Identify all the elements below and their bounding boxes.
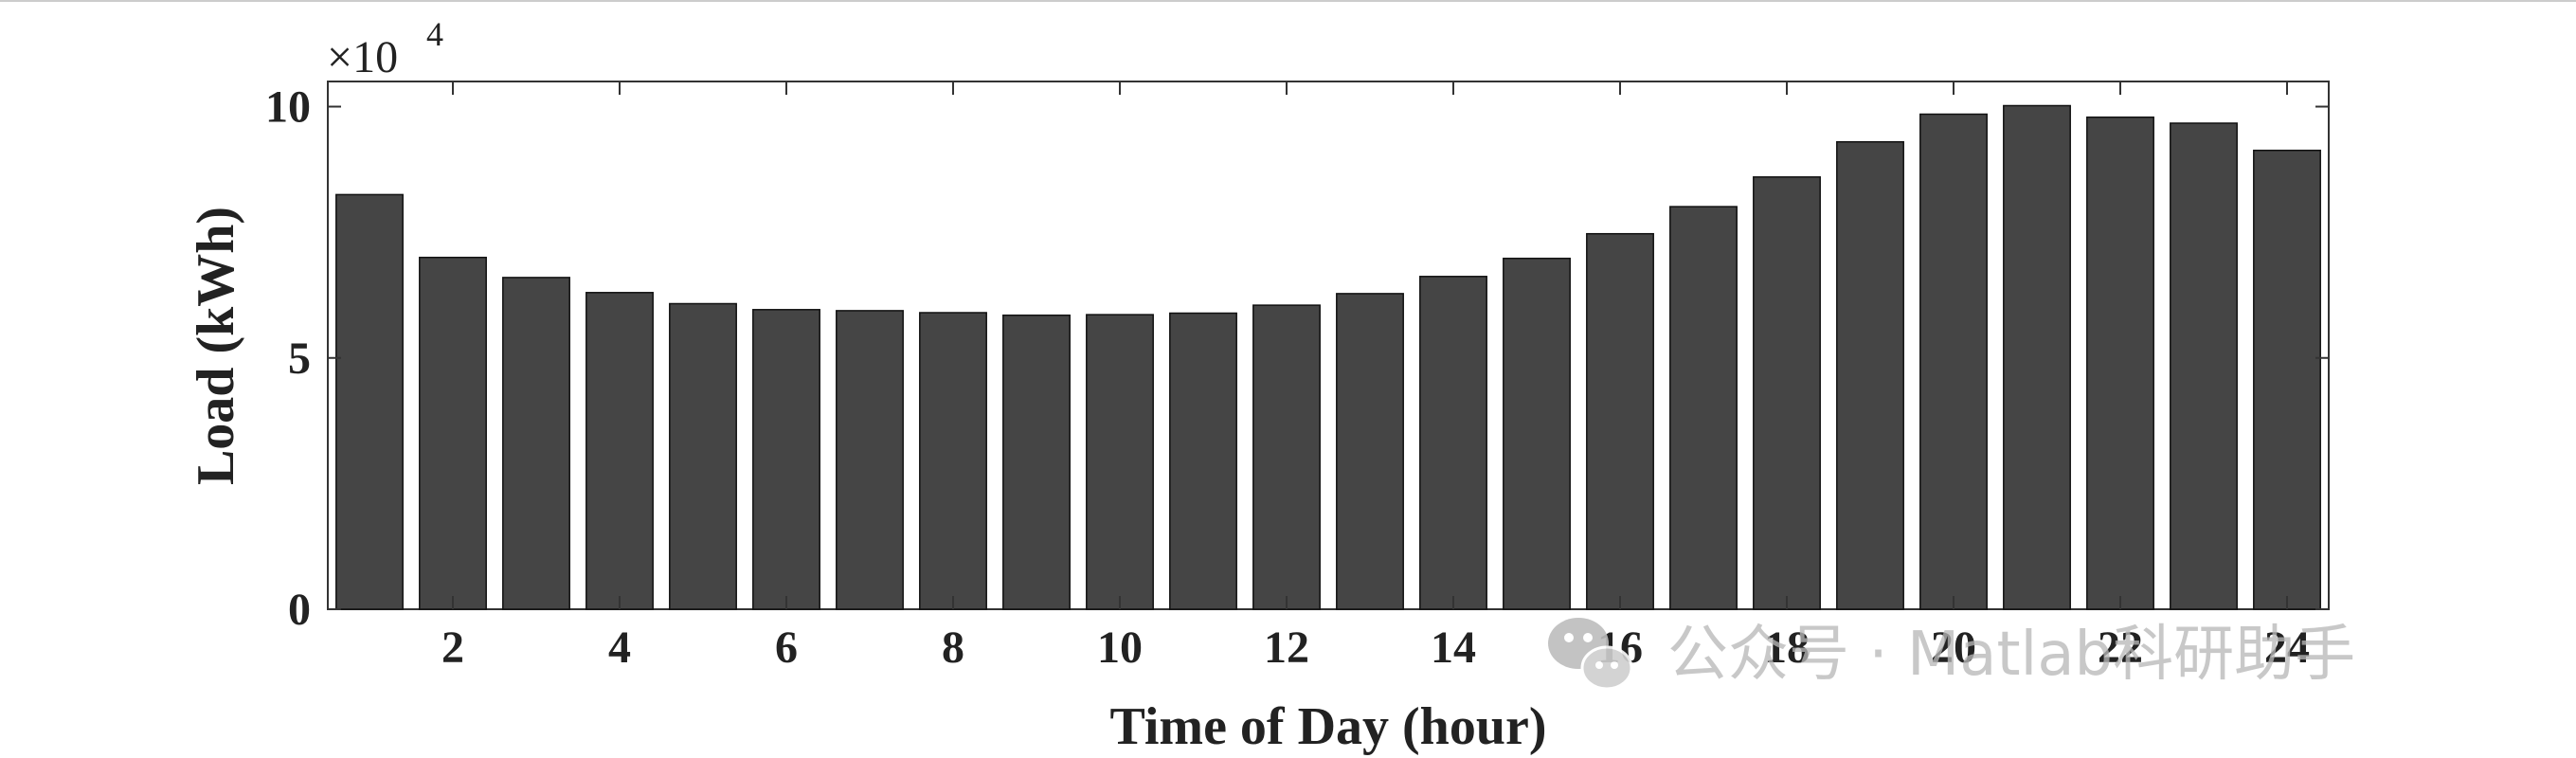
bar-hour-7 (837, 311, 903, 609)
y-tick-label: 5 (288, 334, 311, 384)
x-tick-label: 8 (942, 623, 964, 673)
bar-hour-21 (2004, 106, 2070, 610)
bar-hour-1 (336, 194, 403, 609)
watermark: 公众号 · Matlab科研助手 (1548, 618, 2355, 690)
bar-hour-8 (920, 313, 986, 609)
y-axis-title: Load (kWh) (187, 207, 245, 485)
y-multiplier-exponent: 4 (426, 15, 443, 53)
bar-hour-5 (670, 304, 736, 610)
bar-hour-18 (1754, 177, 1820, 609)
bar-hour-10 (1087, 315, 1153, 609)
bar-hour-13 (1337, 294, 1403, 609)
bar-hour-2 (420, 258, 486, 609)
x-tick-label: 10 (1097, 623, 1143, 673)
bar-hour-14 (1420, 277, 1486, 609)
bar-hour-11 (1170, 314, 1236, 610)
x-tick-label: 6 (775, 623, 798, 673)
bar-hour-6 (753, 310, 820, 609)
y-tick-label: 0 (288, 585, 311, 635)
watermark-text: 公众号 · Matlab科研助手 (1667, 620, 2355, 690)
y-multiplier-label: ×10 (327, 32, 398, 82)
x-axis-title: Time of Day (hour) (1110, 697, 1547, 756)
x-tick-label: 12 (1264, 623, 1309, 673)
bar-hour-16 (1587, 234, 1653, 609)
x-tick-label: 2 (441, 623, 464, 673)
bar-hour-9 (1003, 316, 1070, 609)
bar-hour-17 (1670, 207, 1737, 609)
bar-hour-24 (2254, 151, 2320, 609)
bars-group (336, 106, 2320, 610)
bar-hour-15 (1504, 259, 1570, 609)
bar-hour-20 (1920, 115, 1987, 610)
bar-hour-12 (1253, 305, 1320, 609)
x-tick-label: 4 (608, 623, 631, 673)
bar-hour-4 (586, 293, 653, 609)
bar-hour-22 (2087, 117, 2153, 609)
bar-hour-23 (2171, 123, 2237, 609)
y-tick-label: 10 (265, 82, 311, 133)
x-tick-label: 14 (1431, 623, 1476, 673)
bar-hour-3 (503, 278, 569, 609)
bar-hour-19 (1837, 142, 1903, 609)
